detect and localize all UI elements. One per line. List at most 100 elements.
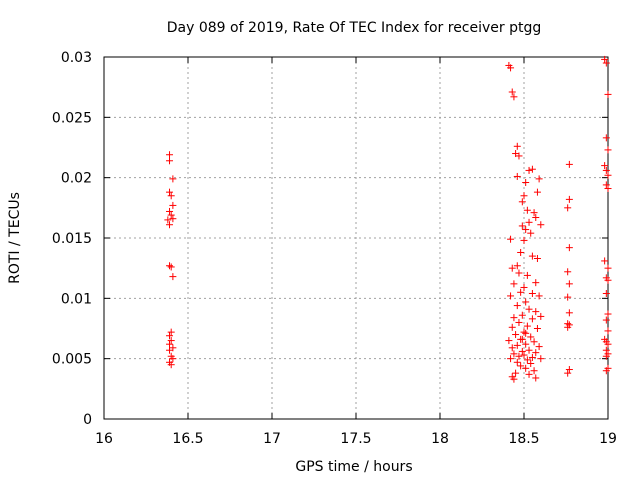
data-point (522, 329, 530, 337)
data-point (525, 370, 533, 378)
data-point (565, 280, 573, 288)
data-point (523, 356, 531, 364)
data-point (508, 88, 516, 96)
data-point (522, 226, 530, 234)
data-point (565, 244, 573, 252)
data-point (510, 93, 518, 101)
data-point (532, 349, 540, 357)
data-point (602, 181, 610, 189)
data-point (601, 55, 609, 63)
data-point (601, 162, 609, 170)
data-point (167, 263, 175, 271)
data-point (564, 268, 572, 276)
data-point (602, 316, 610, 324)
data-point (166, 340, 174, 348)
data-point (515, 152, 523, 160)
data-point (513, 302, 521, 310)
data-point (508, 344, 516, 352)
data-point (169, 355, 177, 363)
data-point (530, 338, 538, 346)
data-point (518, 335, 526, 343)
data-point (518, 347, 526, 355)
data-point (508, 264, 516, 272)
data-point (520, 192, 528, 200)
data-point (532, 308, 540, 316)
data-point (167, 337, 175, 345)
data-point (528, 165, 536, 173)
x-tick-label: 18.5 (508, 431, 539, 447)
data-point (528, 353, 536, 361)
data-point (604, 276, 612, 284)
data-point (527, 229, 535, 237)
data-point (166, 262, 174, 270)
data-point (604, 327, 612, 335)
data-point (533, 325, 541, 332)
data-point (507, 64, 515, 72)
y-axis-ticks: 0 0.005 0.01 0.015 0.02 0.025 0.03 (52, 50, 608, 428)
data-point (604, 264, 612, 272)
data-point (601, 257, 609, 265)
data-point (565, 195, 573, 203)
data-point (602, 134, 610, 142)
data-point (523, 271, 531, 279)
data-point (533, 188, 541, 196)
data-point (166, 157, 174, 165)
data-point (513, 358, 521, 366)
data-points (164, 55, 612, 383)
data-point (167, 192, 175, 200)
data-point (527, 359, 535, 367)
data-point (532, 213, 540, 221)
data-point (166, 207, 174, 215)
data-point (169, 201, 177, 209)
data-point (517, 288, 525, 296)
data-point (169, 175, 177, 183)
data-point (507, 355, 515, 363)
data-point (604, 90, 612, 98)
x-tick-label: 19 (599, 431, 617, 447)
data-point (602, 367, 610, 375)
data-point (517, 362, 525, 370)
data-point (602, 290, 610, 298)
y-tick-label: 0.03 (61, 50, 92, 66)
data-point (166, 346, 174, 354)
data-point (510, 314, 518, 322)
data-point (564, 323, 572, 331)
data-point (525, 305, 533, 313)
data-point (602, 59, 610, 67)
data-point (513, 262, 521, 270)
data-point (508, 323, 516, 331)
data-point (565, 160, 573, 168)
data-point (530, 367, 538, 375)
data-point (602, 166, 610, 174)
data-point (522, 298, 530, 306)
data-point (522, 178, 530, 186)
data-point (523, 322, 531, 330)
x-tick-label: 17 (263, 431, 281, 447)
data-point (537, 312, 545, 320)
data-point (602, 346, 610, 354)
data-point (532, 279, 540, 287)
data-point (604, 146, 612, 154)
data-point (528, 290, 536, 298)
data-point (520, 283, 528, 291)
data-point (169, 273, 177, 281)
data-point (166, 332, 174, 340)
data-point (532, 374, 540, 382)
chart-title: Day 089 of 2019, Rate Of TEC Index for r… (167, 20, 542, 36)
y-tick-label: 0.02 (61, 171, 92, 187)
data-point (512, 369, 520, 377)
data-point (167, 211, 175, 219)
data-point (520, 328, 528, 336)
data-point (522, 364, 530, 372)
data-point (564, 293, 572, 301)
data-point (565, 366, 573, 374)
y-tick-label: 0.025 (52, 110, 92, 126)
data-point (513, 341, 521, 349)
data-point (535, 343, 543, 351)
data-point (564, 369, 572, 377)
data-point (515, 318, 523, 326)
data-point (535, 175, 543, 183)
x-axis-label: GPS time / hours (295, 459, 412, 475)
data-point (604, 310, 612, 318)
x-tick-label: 17.5 (340, 431, 371, 447)
